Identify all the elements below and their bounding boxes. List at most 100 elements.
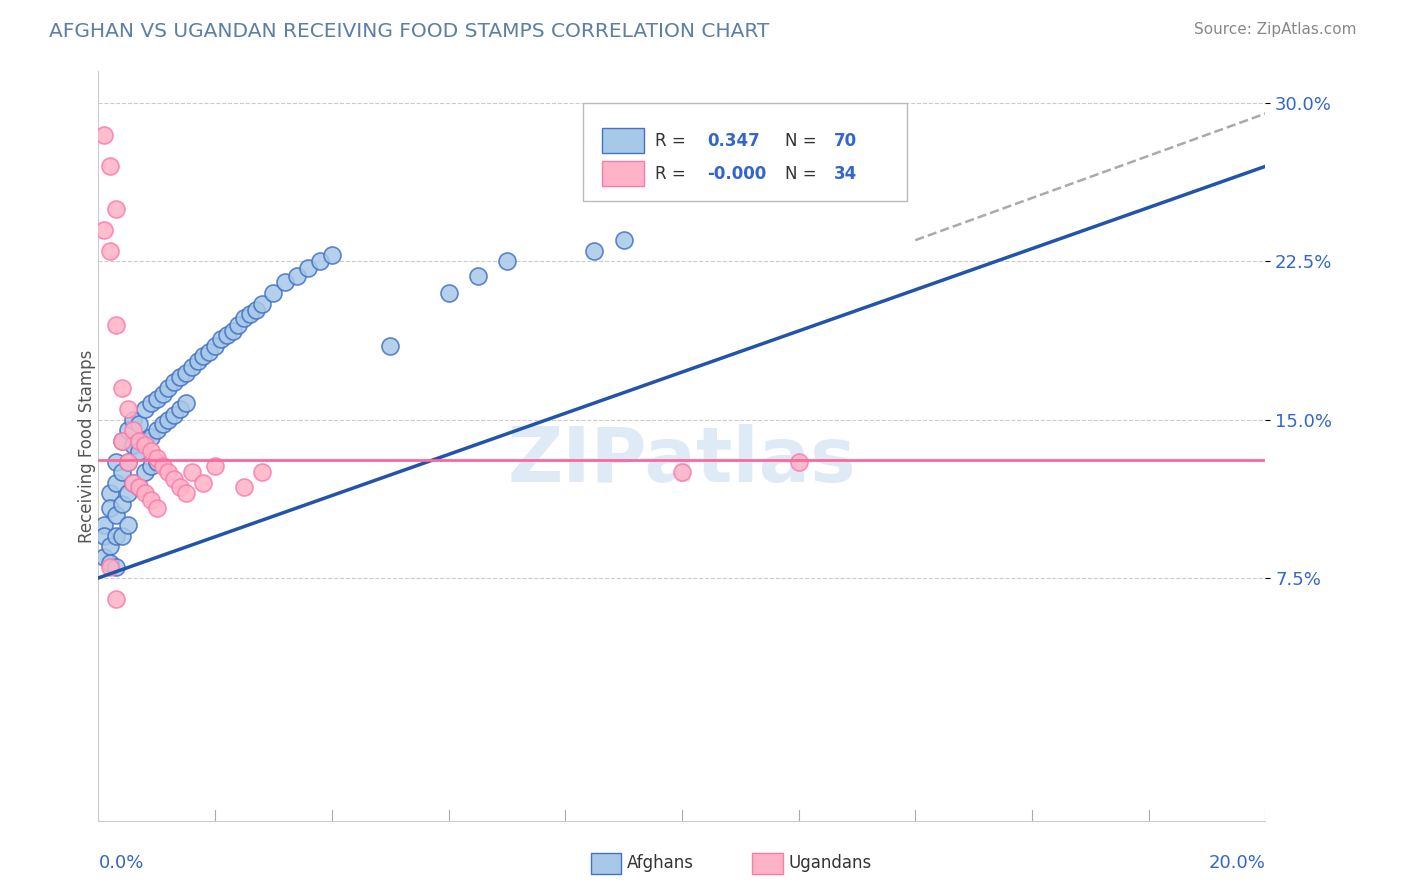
Point [98, 244, 121, 258]
Point [193, 349, 215, 363]
Point [134, 402, 156, 417]
Point [104, 560, 127, 574]
Point [671, 466, 693, 480]
Bar [602, 161, 644, 186]
Point [117, 402, 139, 417]
Bar [602, 128, 644, 153]
Text: R =: R = [655, 165, 686, 183]
Point [285, 269, 308, 284]
Point [787, 455, 810, 469]
Point [187, 353, 209, 368]
Point [146, 455, 169, 469]
Point [146, 450, 169, 465]
Point [274, 276, 297, 290]
Point [215, 328, 238, 343]
Point [139, 492, 162, 507]
Point [152, 387, 174, 401]
Point [467, 269, 489, 284]
Point [98, 560, 121, 574]
Text: N =: N = [785, 165, 815, 183]
Point [233, 311, 256, 326]
Point [262, 285, 284, 300]
Point [128, 480, 150, 494]
Point [174, 395, 197, 409]
Point [98, 501, 121, 516]
Point [152, 458, 174, 473]
Point [134, 438, 156, 452]
Point [111, 529, 134, 543]
Point [111, 497, 134, 511]
Text: R =: R = [655, 132, 686, 150]
Point [117, 455, 139, 469]
Point [104, 202, 127, 216]
Point [163, 472, 186, 486]
Point [104, 318, 127, 332]
Point [169, 370, 191, 384]
Y-axis label: Receiving Food Stamps: Receiving Food Stamps [79, 350, 96, 542]
Text: 20.0%: 20.0% [1209, 855, 1265, 872]
Point [93, 529, 115, 543]
Point [139, 395, 162, 409]
Bar [752, 853, 783, 874]
Point [163, 409, 186, 423]
Point [169, 402, 191, 417]
Point [309, 254, 332, 268]
Point [146, 392, 169, 406]
Bar [591, 853, 621, 874]
Point [583, 244, 606, 258]
Text: 70: 70 [834, 132, 856, 150]
Point [193, 475, 215, 490]
Point [250, 466, 273, 480]
Point [380, 339, 402, 353]
Point [221, 324, 243, 338]
Point [321, 248, 343, 262]
Point [93, 518, 115, 533]
Point [146, 423, 169, 437]
Point [174, 486, 197, 500]
Point [152, 417, 174, 431]
Point [104, 455, 127, 469]
Point [250, 296, 273, 310]
Point [169, 480, 191, 494]
Point [204, 339, 226, 353]
Text: -0.000: -0.000 [707, 165, 766, 183]
Point [134, 466, 156, 480]
Point [93, 128, 115, 142]
Text: ZIPatlas: ZIPatlas [508, 424, 856, 498]
Text: N =: N = [785, 132, 815, 150]
Point [146, 501, 169, 516]
Point [122, 423, 145, 437]
Point [122, 438, 145, 452]
Point [98, 159, 121, 173]
Point [297, 260, 319, 275]
Point [139, 458, 162, 473]
Text: 0.0%: 0.0% [98, 855, 143, 872]
Point [122, 412, 145, 426]
Text: 34: 34 [834, 165, 858, 183]
Point [228, 318, 250, 332]
Point [128, 480, 150, 494]
Point [233, 480, 256, 494]
Point [104, 475, 127, 490]
Point [128, 444, 150, 458]
Point [139, 429, 162, 443]
Point [104, 592, 127, 607]
Point [180, 359, 202, 374]
Point [157, 412, 180, 426]
Point [98, 539, 121, 553]
Point [111, 434, 134, 448]
Point [245, 302, 267, 317]
Point [157, 466, 180, 480]
Point [134, 434, 156, 448]
Point [209, 333, 232, 347]
Point [204, 458, 226, 473]
Point [128, 417, 150, 431]
Point [98, 486, 121, 500]
Point [117, 455, 139, 469]
Point [128, 434, 150, 448]
Point [198, 345, 221, 359]
Point [174, 366, 197, 380]
Point [139, 444, 162, 458]
Point [239, 307, 262, 321]
Point [163, 375, 186, 389]
